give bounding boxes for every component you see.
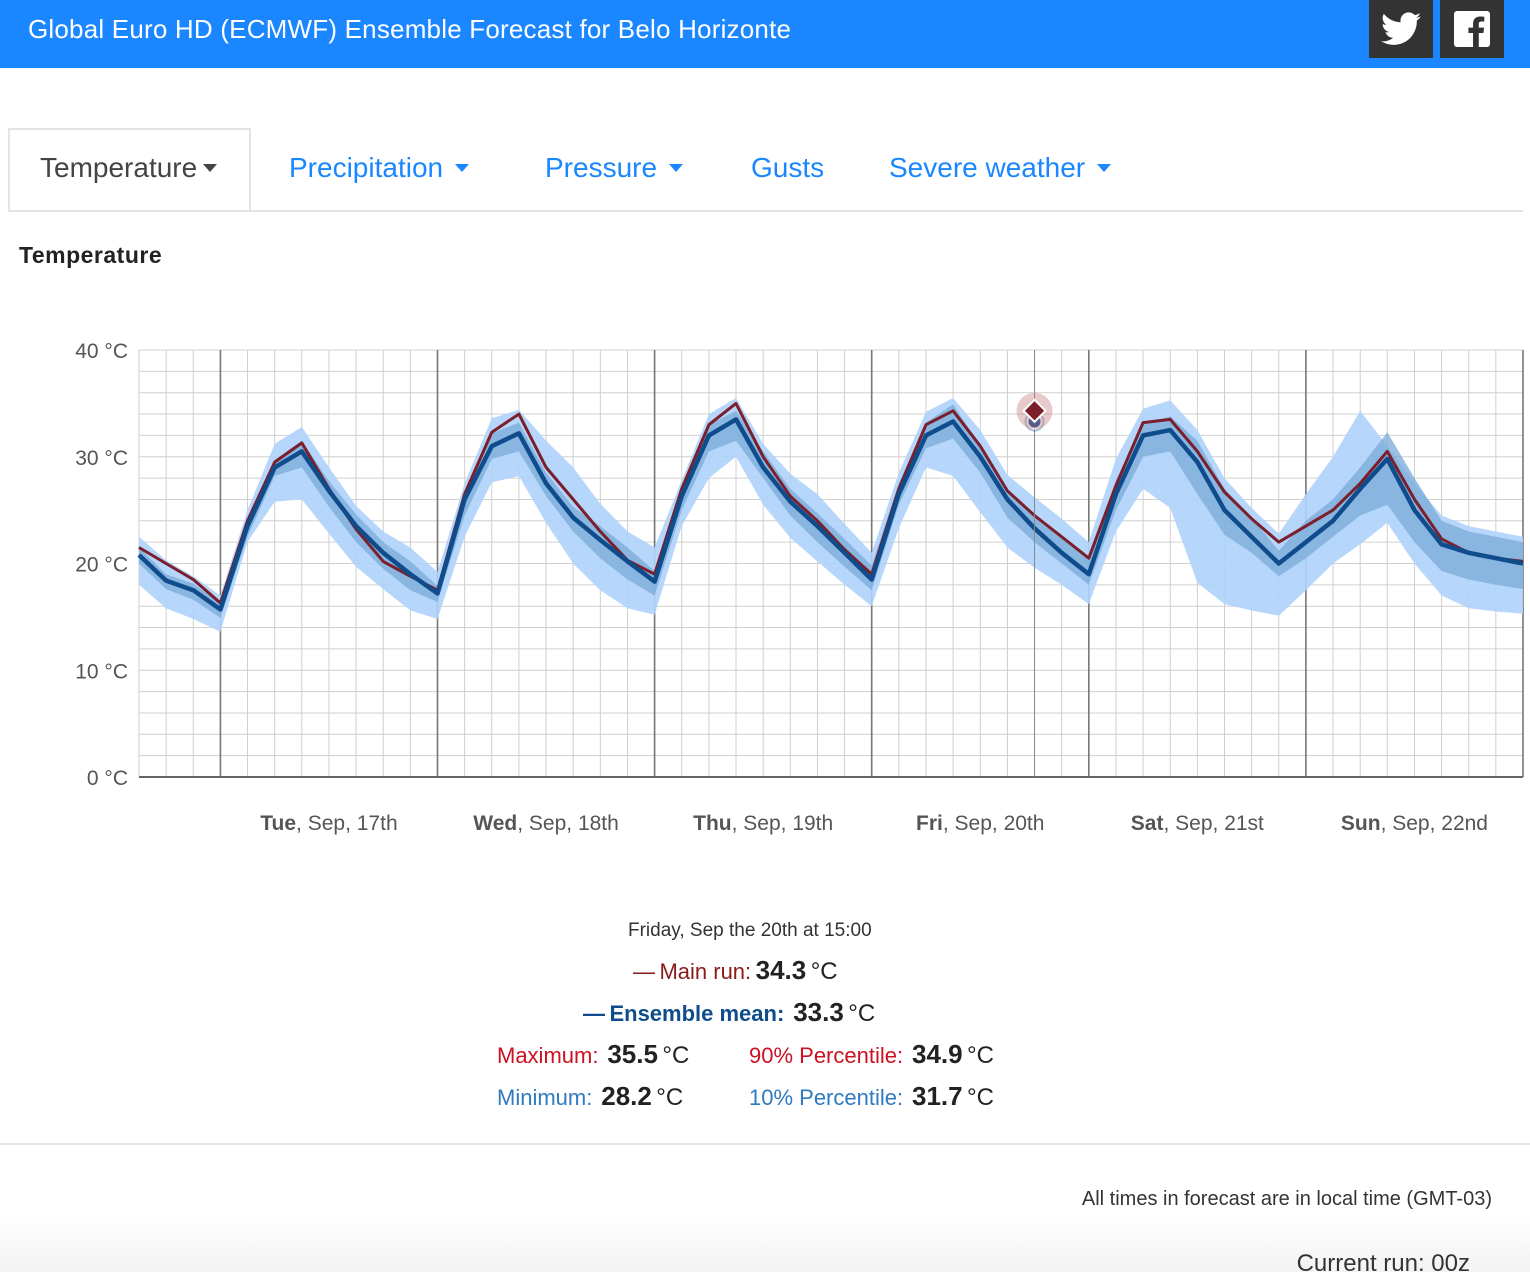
unit: °C xyxy=(967,1042,994,1069)
tooltip-maximum: Maximum: 35.5 °C xyxy=(497,1039,689,1070)
maximum-value: 35.5 xyxy=(607,1039,658,1069)
tab-precipitation[interactable]: Precipitation xyxy=(289,152,470,184)
facebook-icon xyxy=(1454,11,1490,47)
x-tick-date: , Sep, 18th xyxy=(517,812,619,835)
x-tick-date: , Sep, 21st xyxy=(1163,812,1264,835)
main-run-value: 34.3 xyxy=(755,955,807,985)
p10-value: 31.7 xyxy=(911,1081,963,1111)
twitter-share-button[interactable] xyxy=(1369,0,1433,58)
tooltip-minimum: Minimum: 28.2 °C xyxy=(497,1081,683,1112)
tab-label: Temperature xyxy=(40,152,198,183)
unit: °C xyxy=(848,1000,876,1027)
p10-label: 10% Percentile: xyxy=(749,1085,904,1110)
series-ensemble-mean xyxy=(137,417,1524,612)
tab-label: Pressure xyxy=(545,152,658,183)
tooltip-date: Friday, Sep the 20th at 15:00 xyxy=(628,920,872,941)
main-run-dash: — xyxy=(633,959,655,984)
y-tick-label: 10 °C xyxy=(75,660,128,683)
unit: °C xyxy=(967,1084,994,1111)
maximum-label: Maximum: xyxy=(497,1043,599,1068)
x-tick-label: Sun, Sep, 22nd xyxy=(1341,812,1488,835)
tooltip-p10: 10% Percentile: 31.7 °C xyxy=(749,1081,994,1112)
x-tick-date: , Sep, 19th xyxy=(732,812,834,835)
ensemble-mean-value: 33.3 xyxy=(793,997,844,1027)
series-main-run xyxy=(138,401,1524,605)
x-tick-label: Wed, Sep, 18th xyxy=(473,812,619,835)
caret-down-icon xyxy=(203,164,218,172)
main-run-marker xyxy=(1022,398,1047,424)
y-tick-label: 20 °C xyxy=(75,554,128,577)
caret-down-icon xyxy=(455,164,470,172)
x-tick-date: , Sep, 22nd xyxy=(1381,812,1488,835)
tab-gusts[interactable]: Gusts xyxy=(751,152,824,184)
tooltip-ensemble-mean: — Ensemble mean: 33.3 °C xyxy=(583,997,875,1028)
x-tick-label: Thu, Sep, 19th xyxy=(693,812,833,835)
unit: °C xyxy=(810,958,838,985)
caret-down-icon xyxy=(669,164,684,172)
footer xyxy=(0,1145,1530,1272)
header-bar: Global Euro HD (ECMWF) Ensemble Forecast… xyxy=(0,0,1530,68)
x-tick-date: , Sep, 17th xyxy=(296,812,398,835)
x-tick-label: Tue, Sep, 17th xyxy=(260,812,397,835)
x-tick-label: Fri, Sep, 20th xyxy=(916,812,1044,835)
x-tick-day: Wed xyxy=(473,812,517,835)
minimum-value: 28.2 xyxy=(601,1081,652,1111)
y-tick-label: 30 °C xyxy=(75,447,128,470)
y-tick-label: 0 °C xyxy=(87,767,128,790)
caret-down-icon xyxy=(1097,164,1112,172)
temperature-chart[interactable]: 0 °C 10 °C 20 °C 30 °C 40 °C Tue, Sep, 17th We… xyxy=(0,330,1530,850)
ensemble-dash: — xyxy=(583,1001,605,1026)
tab-label: Gusts xyxy=(751,152,825,183)
x-tick-day: Sat xyxy=(1131,812,1164,835)
twitter-icon xyxy=(1381,12,1421,45)
x-tick-date: , Sep, 20th xyxy=(943,812,1045,835)
tab-temperature[interactable]: Temperature xyxy=(40,152,218,184)
p90-label: 90% Percentile: xyxy=(749,1043,904,1068)
page-title: Global Euro HD (ECMWF) Ensemble Forecast… xyxy=(28,14,792,44)
unit: °C xyxy=(656,1084,684,1111)
current-run: Current run: 00z xyxy=(1296,1250,1470,1277)
tab-severe-weather[interactable]: Severe weather xyxy=(889,152,1112,184)
footer-divider xyxy=(0,1143,1530,1145)
tab-pressure[interactable]: Pressure xyxy=(545,152,684,184)
x-tick-day: Fri xyxy=(916,812,943,835)
section-title: Temperature xyxy=(19,242,163,268)
tab-label: Severe weather xyxy=(889,152,1086,183)
tabs-divider xyxy=(8,210,1523,212)
tooltip-p90: 90% Percentile: 34.9 °C xyxy=(749,1039,994,1070)
tab-label: Precipitation xyxy=(289,152,444,183)
main-run-label: Main run: xyxy=(659,959,752,984)
minimum-label: Minimum: xyxy=(497,1085,593,1110)
x-tick-day: Sun xyxy=(1341,812,1381,835)
ensemble-mean-label: Ensemble mean: xyxy=(609,1001,785,1026)
timezone-note: All times in forecast are in local time … xyxy=(1081,1188,1492,1210)
y-tick-label: 40 °C xyxy=(75,340,128,363)
tooltip-main-run: — Main run: 34.3 °C xyxy=(633,955,838,986)
facebook-share-button[interactable] xyxy=(1440,0,1504,58)
p90-value: 34.9 xyxy=(911,1039,963,1069)
unit: °C xyxy=(662,1042,690,1069)
x-tick-label: Sat, Sep, 21st xyxy=(1131,812,1264,835)
x-tick-day: Tue xyxy=(260,812,296,835)
x-tick-day: Thu xyxy=(693,812,731,835)
